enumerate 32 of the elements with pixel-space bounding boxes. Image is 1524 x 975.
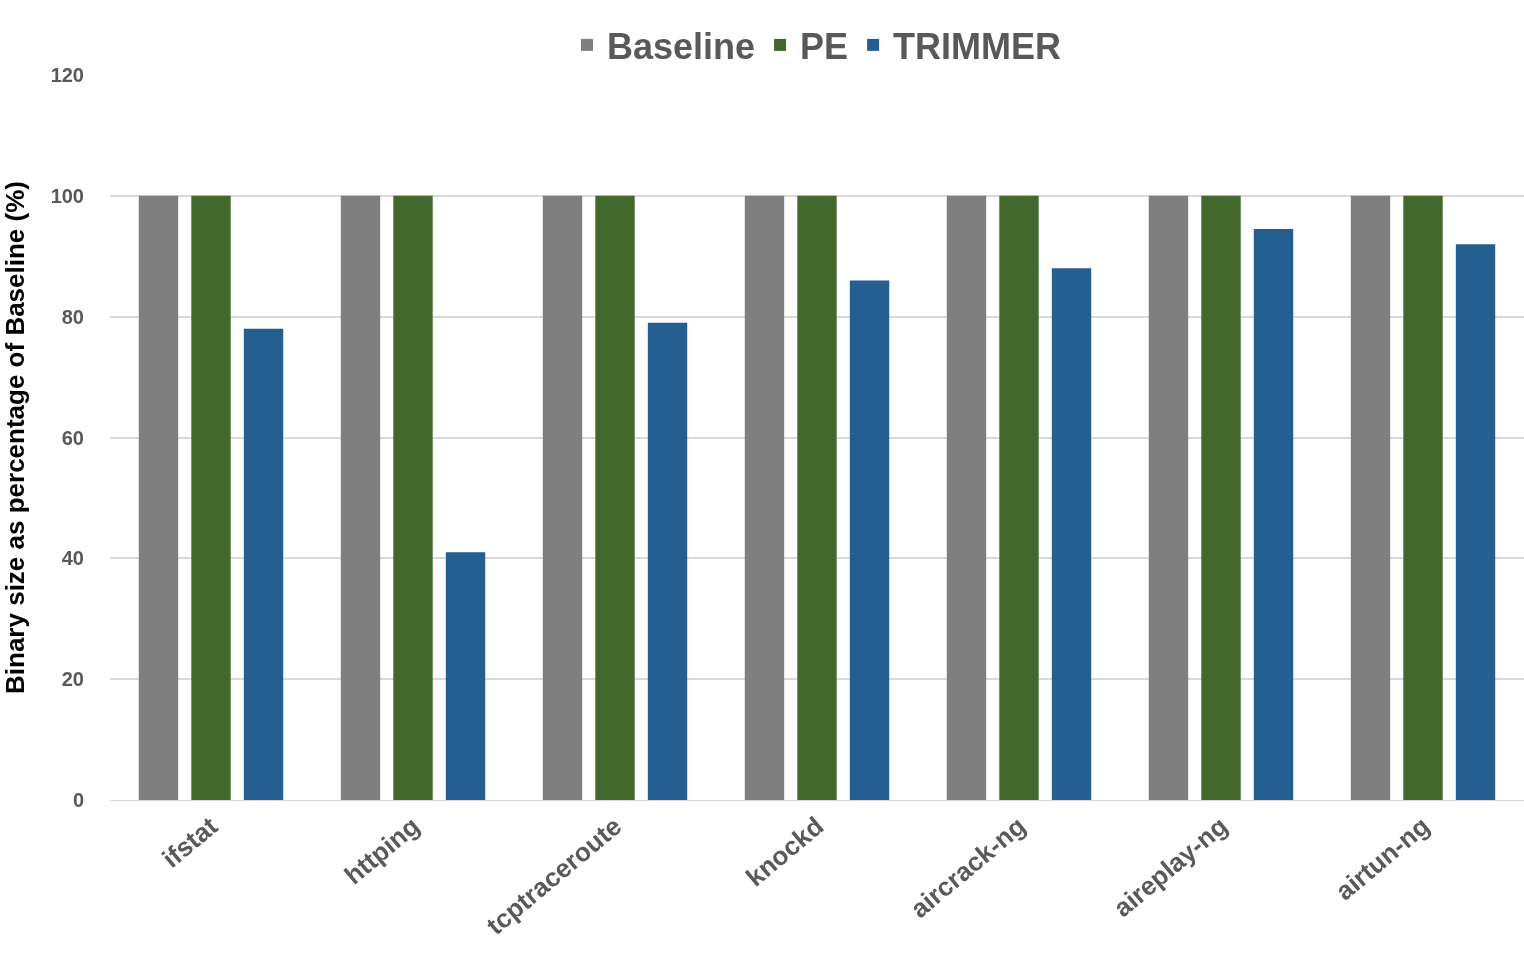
legend-label: PE: [800, 25, 849, 67]
bar: [138, 195, 179, 800]
bar: [1148, 195, 1189, 800]
bar: [849, 280, 890, 800]
bar: [340, 195, 381, 800]
y-tick-label: 80: [61, 305, 84, 328]
bar: [1201, 195, 1241, 800]
y-tick-label: 100: [50, 184, 84, 207]
bar: [946, 195, 987, 800]
bar: [542, 195, 583, 800]
y-tick-label: 40: [61, 547, 84, 570]
bar: [393, 195, 433, 800]
y-axis-title: Binary size as percentage of Baseline (%): [0, 181, 30, 694]
bar: [595, 195, 635, 800]
legend-label: TRIMMER: [893, 25, 1062, 67]
y-tick-label: 60: [61, 426, 84, 449]
bar: [744, 195, 785, 800]
bar: [1403, 195, 1443, 800]
legend-label: Baseline: [607, 25, 756, 67]
y-tick-label: 20: [61, 668, 84, 691]
bar: [797, 195, 837, 800]
bar: [1253, 229, 1294, 800]
bar: [1455, 244, 1496, 800]
y-tick-label: 120: [50, 64, 84, 86]
bar: [191, 195, 231, 800]
bar: [647, 322, 688, 800]
bar: [1350, 195, 1391, 800]
bar: [243, 328, 284, 800]
bar: [445, 552, 486, 800]
bar: [1051, 268, 1092, 800]
y-tick-label: 0: [72, 789, 84, 811]
bar: [999, 195, 1039, 800]
